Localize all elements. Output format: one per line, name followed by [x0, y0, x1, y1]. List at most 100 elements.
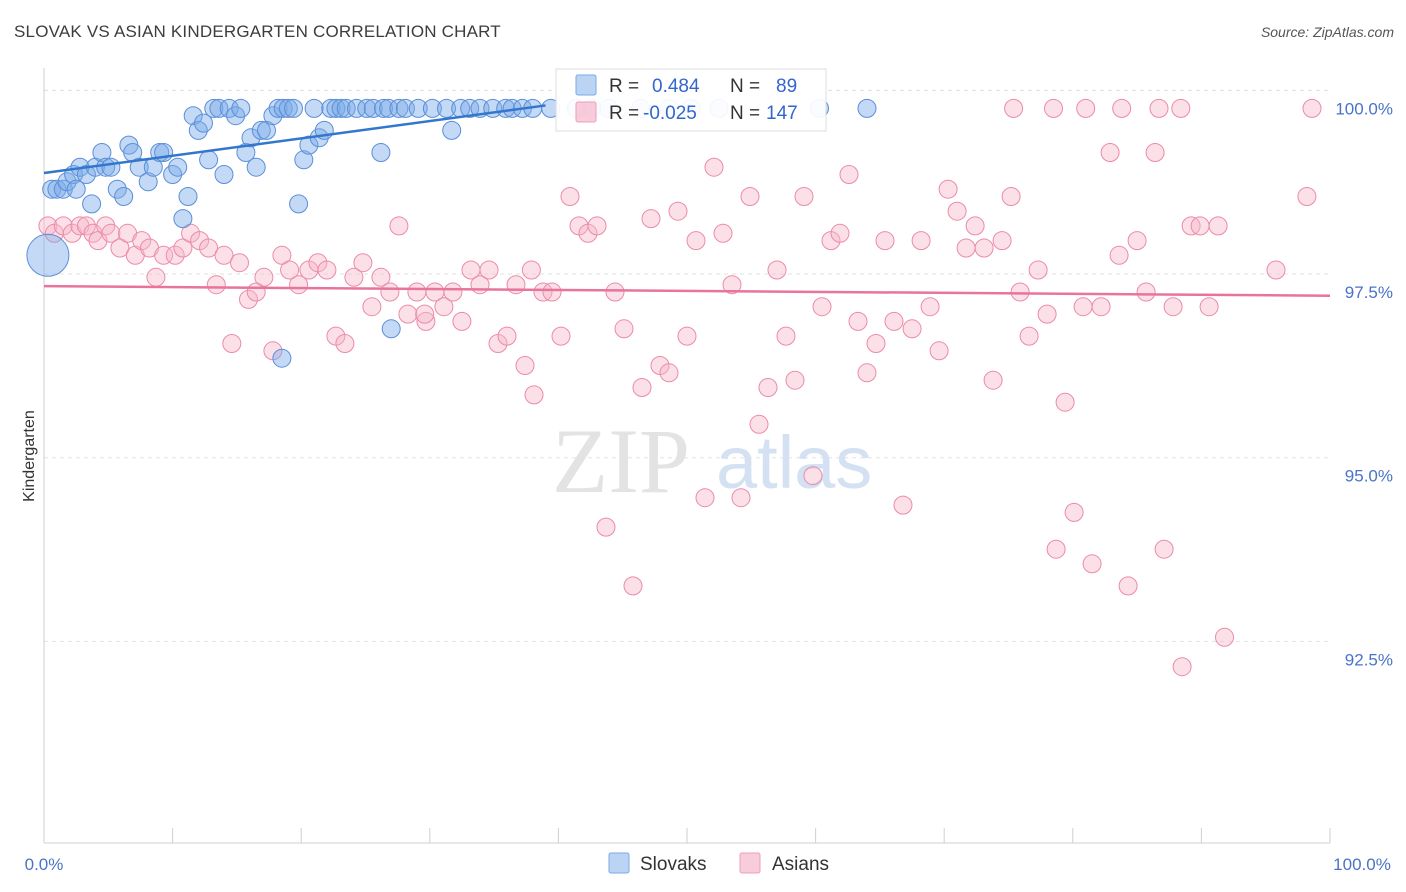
point-asians	[353, 253, 373, 273]
point-asians	[515, 356, 535, 375]
series-slovaks	[26, 98, 877, 368]
point-asians	[794, 187, 814, 206]
point-slovaks	[82, 194, 102, 214]
point-slovaks	[304, 98, 324, 118]
point-asians	[803, 466, 823, 486]
point-asians	[893, 495, 913, 515]
point-slovaks	[347, 98, 366, 118]
point-asians	[1055, 392, 1075, 412]
watermark-zip: ZIP	[552, 410, 690, 512]
point-asians	[524, 385, 544, 405]
legend-n-value-asians: 147	[766, 103, 798, 124]
point-asians	[132, 231, 152, 251]
point-slovaks	[66, 179, 86, 199]
point-slovaks	[138, 172, 158, 192]
point-asians	[1199, 297, 1219, 317]
point-slovaks	[374, 98, 393, 118]
stats-legend: R = 0.484 N = 89 R = -0.025 N = 147	[555, 68, 827, 132]
point-slovaks	[331, 98, 351, 118]
legend-r-value-asians: -0.025	[643, 103, 697, 124]
legend-swatch-asians	[575, 101, 597, 123]
point-slovaks	[241, 128, 261, 148]
point-asians	[956, 238, 976, 258]
point-asians	[1044, 98, 1063, 118]
bottom-legend-label-slovaks: Slovaks	[640, 854, 707, 875]
y-tick-label: 97.5%	[1345, 283, 1393, 302]
point-slovaks	[326, 98, 346, 118]
point-slovaks	[26, 233, 70, 277]
y-axis-title: Kindergarten	[21, 410, 38, 502]
point-slovaks	[214, 165, 234, 184]
gridlines	[44, 89, 1330, 642]
point-asians	[1073, 297, 1093, 317]
point-asians	[767, 260, 787, 280]
point-asians	[272, 245, 292, 265]
point-asians	[722, 275, 742, 295]
point-asians	[335, 334, 355, 353]
point-slovaks	[371, 143, 391, 162]
point-slovaks	[408, 98, 428, 118]
point-slovaks	[363, 98, 383, 118]
point-asians	[1112, 98, 1132, 118]
x-tick-label-min: 0.0%	[25, 855, 64, 874]
point-asians	[605, 282, 625, 302]
point-slovaks	[173, 209, 193, 229]
point-asians	[713, 223, 733, 243]
source-label: Source: ZipAtlas.com	[1260, 24, 1394, 40]
point-asians	[902, 319, 922, 339]
point-asians	[830, 223, 850, 243]
point-asians	[731, 488, 751, 508]
point-slovaks	[357, 98, 377, 118]
point-slovaks	[114, 187, 134, 206]
point-asians	[848, 311, 868, 331]
point-asians	[776, 326, 796, 346]
point-slovaks	[168, 157, 188, 177]
point-asians	[785, 370, 805, 390]
point-asians	[479, 260, 499, 280]
point-asians	[983, 370, 1003, 390]
point-asians	[1004, 98, 1024, 118]
point-asians	[173, 238, 193, 258]
series-asians	[38, 98, 1322, 677]
point-asians	[875, 231, 895, 251]
point-slovaks	[389, 98, 409, 118]
point-asians	[749, 414, 769, 434]
point-asians	[1100, 143, 1120, 162]
point-slovaks	[236, 143, 256, 162]
point-asians	[1302, 98, 1322, 118]
point-asians	[623, 576, 643, 596]
point-asians	[740, 187, 760, 206]
point-asians	[1266, 260, 1286, 280]
trend-lines	[43, 104, 1331, 297]
point-asians	[884, 311, 904, 331]
point-asians	[1109, 245, 1129, 265]
point-asians	[1082, 554, 1102, 574]
trend-line-asians	[43, 284, 1331, 297]
point-asians	[239, 289, 258, 309]
point-slovaks	[422, 98, 442, 118]
point-slovaks	[272, 348, 292, 368]
point-slovaks	[289, 194, 309, 214]
point-asians	[1010, 282, 1030, 302]
series-legend: Slovaks Asians	[608, 852, 829, 875]
point-asians	[154, 245, 174, 265]
point-asians	[280, 260, 300, 280]
point-asians	[866, 334, 886, 353]
point-asians	[416, 311, 436, 331]
point-asians	[443, 282, 463, 302]
point-asians	[407, 282, 427, 302]
point-asians	[551, 326, 571, 346]
point-slovaks	[321, 98, 341, 118]
legend-n-label-asians: N =	[730, 103, 760, 124]
point-asians	[1037, 304, 1057, 324]
point-asians	[1136, 282, 1156, 302]
point-slovaks	[107, 179, 127, 199]
point-asians	[1076, 98, 1096, 118]
legend-n-value-slovaks: 89	[776, 76, 797, 97]
point-slovaks	[209, 98, 229, 118]
point-asians	[974, 238, 994, 258]
point-asians	[497, 326, 517, 346]
point-slovaks	[273, 98, 293, 118]
point-asians	[1001, 187, 1021, 206]
